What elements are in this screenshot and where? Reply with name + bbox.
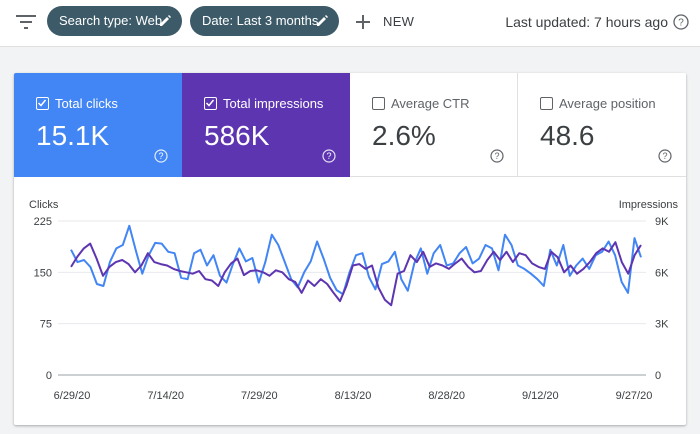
right-tick-label: 9K — [655, 216, 669, 228]
left-tick-label: 150 — [34, 267, 52, 279]
series-lines — [70, 224, 642, 307]
help-icon[interactable]: ? — [673, 14, 689, 30]
x-tick-label: 7/14/20 — [147, 390, 184, 402]
new-filter-label: NEW — [383, 14, 415, 29]
series-line-impressions — [70, 241, 642, 307]
edit-pencil-icon — [160, 15, 171, 26]
metric-value: 48.6 — [540, 120, 595, 151]
metric-value: 15.1K — [36, 120, 110, 151]
left-tick-label: 0 — [46, 370, 52, 382]
metric-card-average-ctr[interactable]: Average CTR 2.6% ? — [350, 73, 518, 177]
filter-icon[interactable] — [16, 14, 36, 30]
svg-text:?: ? — [662, 151, 667, 161]
edit-pencil-icon — [317, 15, 328, 26]
x-tick-label: 6/29/20 — [54, 390, 91, 402]
right-tick-label: 6K — [655, 267, 669, 279]
help-icon[interactable]: ? — [658, 149, 672, 163]
checkbox-unchecked[interactable] — [540, 97, 553, 110]
checkbox-checked[interactable] — [204, 97, 217, 110]
checkbox-unchecked[interactable] — [372, 97, 385, 110]
help-icon[interactable]: ? — [322, 149, 336, 163]
svg-text:?: ? — [158, 151, 163, 161]
svg-text:?: ? — [494, 151, 499, 161]
left-tick-label: 75 — [40, 319, 52, 331]
x-tick-label: 8/28/20 — [428, 390, 465, 402]
right-axis-label: Impressions — [619, 199, 679, 211]
metric-card-total-clicks[interactable]: Total clicks 15.1K ? — [14, 73, 182, 177]
metric-label: Average CTR — [391, 96, 470, 111]
search-type-chip-label: Search type: Web — [59, 13, 163, 28]
metric-label: Average position — [559, 96, 656, 111]
x-tick-label: 8/13/20 — [335, 390, 372, 402]
metric-label: Total clicks — [55, 96, 118, 111]
search-type-chip[interactable]: Search type: Web — [47, 6, 182, 36]
svg-text:?: ? — [678, 18, 684, 29]
date-range-chip-label: Date: Last 3 months — [202, 13, 319, 28]
help-icon[interactable]: ? — [490, 149, 504, 163]
series-line-clicks — [70, 224, 642, 296]
plus-icon — [356, 15, 370, 29]
performance-panel: Total clicks 15.1K ? Total impressions 5… — [14, 73, 686, 425]
left-axis-label: Clicks — [29, 199, 59, 211]
last-updated-text: Last updated: 7 hours ago — [505, 14, 668, 30]
x-tick-label: 7/29/20 — [241, 390, 278, 402]
help-icon[interactable]: ? — [154, 149, 168, 163]
metric-card-average-position[interactable]: Average position 48.6 ? — [518, 73, 686, 177]
metric-card-total-impressions[interactable]: Total impressions 586K ? — [182, 73, 350, 177]
x-tick-label: 9/27/20 — [616, 390, 653, 402]
metric-value: 2.6% — [372, 120, 436, 151]
date-range-chip[interactable]: Date: Last 3 months — [190, 6, 339, 36]
metric-label: Total impressions — [223, 96, 324, 111]
right-tick-label: 0 — [655, 370, 661, 382]
top-toolbar: Search type: Web Date: Last 3 months NEW… — [0, 0, 700, 47]
metric-value: 586K — [204, 120, 270, 151]
x-tick-label: 9/12/20 — [522, 390, 559, 402]
checkbox-checked[interactable] — [36, 97, 49, 110]
svg-text:?: ? — [326, 151, 331, 161]
check-icon — [37, 99, 47, 107]
grid-lines — [58, 220, 646, 376]
left-tick-label: 225 — [34, 216, 52, 228]
right-tick-label: 3K — [655, 319, 669, 331]
check-icon — [205, 99, 215, 107]
